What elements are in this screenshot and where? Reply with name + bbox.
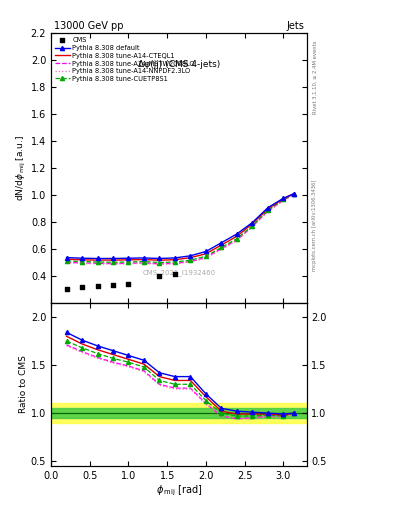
CMS [110,281,116,289]
Text: mcplots.cern.ch [arXiv:1306.3436]: mcplots.cern.ch [arXiv:1306.3436] [312,179,318,271]
CMS [125,281,132,289]
CMS [156,272,163,280]
Y-axis label: dN/d$\phi_{\rm\,mij}$ [a.u.]: dN/d$\phi_{\rm\,mij}$ [a.u.] [15,135,28,201]
Text: Jets: Jets [286,20,304,31]
Text: Rivet 3.1.10, ≥ 2.4M events: Rivet 3.1.10, ≥ 2.4M events [312,41,318,115]
Legend: CMS, Pythia 8.308 default, Pythia 8.308 tune-A14-CTEQL1, Pythia 8.308 tune-A14-M: CMS, Pythia 8.308 default, Pythia 8.308 … [52,35,198,84]
Text: CMS_2021_I1932460: CMS_2021_I1932460 [142,269,215,276]
Text: Δφ(jj) (CMS 4-jets): Δφ(jj) (CMS 4-jets) [138,60,220,69]
X-axis label: $\phi_{\rm\,mij}$ [rad]: $\phi_{\rm\,mij}$ [rad] [156,483,202,498]
Y-axis label: Ratio to CMS: Ratio to CMS [19,355,28,413]
Bar [51,403,307,423]
Bar [51,408,307,418]
CMS [172,270,178,278]
CMS [63,285,70,293]
Text: 13000 GeV pp: 13000 GeV pp [53,20,123,31]
CMS [94,283,101,291]
CMS [79,283,85,291]
